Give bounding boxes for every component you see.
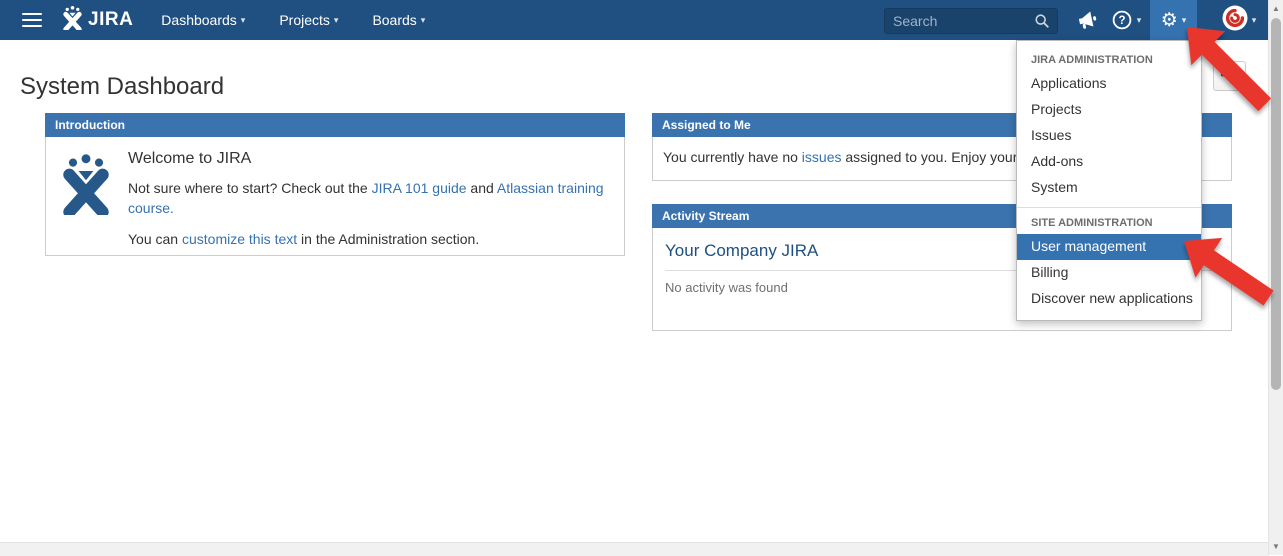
page-title: System Dashboard: [20, 73, 225, 101]
menu-section-jira-administration: JIRA ADMINISTRATION: [1031, 54, 1153, 66]
intro-paragraph-2: You can customize this text in the Admin…: [128, 231, 480, 247]
gear-icon: ⚙: [1160, 9, 1178, 31]
brand-text: JIRA: [88, 9, 134, 30]
chevron-down-icon: ▾: [420, 15, 426, 25]
stream-empty-message: No activity was found: [665, 280, 788, 295]
chevron-down-icon: ▾: [240, 15, 246, 25]
top-navbar: JIRA Dashboards ▾ Projects ▾ Boards ▾: [0, 0, 1283, 40]
menu-item-add-ons[interactable]: Add-ons: [1031, 153, 1084, 169]
menu-item-user-management[interactable]: User management: [1017, 234, 1201, 260]
menu-item-billing[interactable]: Billing: [1031, 264, 1069, 280]
help-menu-button[interactable]: ? ▾: [1108, 0, 1144, 40]
nav-menu-projects[interactable]: Projects ▾: [279, 12, 339, 28]
nav-menu-dashboards[interactable]: Dashboards ▾: [161, 12, 246, 28]
customize-text-link[interactable]: customize this text: [181, 231, 298, 247]
chevron-down-icon: ▾: [1251, 14, 1257, 25]
nav-menu-boards[interactable]: Boards ▾: [372, 12, 426, 28]
jira-logo-mark-icon: [62, 5, 83, 35]
scroll-down-icon[interactable]: ▼: [1272, 542, 1280, 551]
welcome-heading: Welcome to JIRA: [128, 150, 252, 167]
horizontal-scrollbar-track[interactable]: [0, 542, 1269, 556]
jira-logo[interactable]: JIRA: [62, 5, 134, 35]
avatar: [1222, 5, 1248, 36]
introduction-panel: Introduction Welcome to JIRA Not sure wh…: [45, 113, 625, 256]
chevron-down-icon: ▾: [1181, 14, 1187, 25]
annotation-arrow-user-management: [1167, 216, 1283, 324]
scroll-up-icon[interactable]: ▲: [1272, 4, 1280, 13]
menu-item-discover-new-applications[interactable]: Discover new applications: [1031, 290, 1193, 306]
svg-text:?: ?: [1118, 15, 1125, 27]
announcement-megaphone-icon[interactable]: [1074, 0, 1100, 40]
chevron-down-icon: ▾: [333, 15, 339, 25]
app-switcher-icon[interactable]: [22, 9, 42, 31]
search-icon: [1034, 13, 1050, 29]
chevron-down-icon: ▾: [1136, 14, 1142, 25]
annotation-arrow-gear: [1166, 6, 1283, 128]
menu-item-system[interactable]: System: [1031, 179, 1078, 195]
menu-item-applications[interactable]: Applications: [1031, 75, 1107, 91]
vertical-scrollbar[interactable]: ▲ ▼: [1268, 0, 1283, 555]
search-input[interactable]: [885, 13, 1034, 29]
intro-paragraph-1: Not sure where to start? Check out the J…: [128, 180, 604, 216]
help-icon: ?: [1112, 10, 1132, 30]
issues-link[interactable]: issues: [801, 149, 842, 165]
menu-item-issues[interactable]: Issues: [1031, 127, 1072, 143]
stream-title: Your Company JIRA: [665, 241, 1219, 271]
jira-101-guide-link[interactable]: JIRA 101 guide: [371, 180, 467, 196]
menu-divider: [1017, 207, 1201, 208]
menu-item-projects[interactable]: Projects: [1031, 101, 1082, 117]
jira-charlie-logo-icon: [60, 153, 112, 244]
atlassian-training-link[interactable]: Atlassian training course.: [128, 180, 604, 216]
menu-section-site-administration: SITE ADMINISTRATION: [1031, 217, 1153, 229]
admin-dropdown-menu: JIRA ADMINISTRATION Applications Project…: [1016, 40, 1202, 321]
user-avatar-button[interactable]: ▾: [1218, 0, 1260, 40]
search-box[interactable]: [884, 8, 1058, 34]
introduction-panel-header: Introduction: [45, 113, 625, 137]
vertical-scrollbar-thumb[interactable]: [1271, 18, 1281, 390]
